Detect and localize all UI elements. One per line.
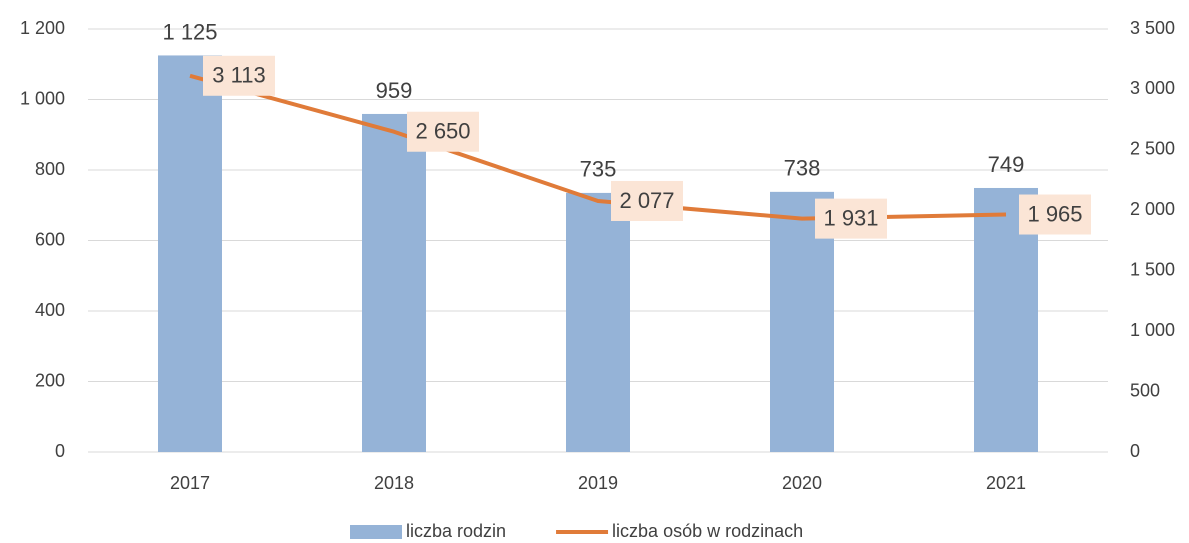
data-label: 2 650 [415,119,470,144]
y2-tick-label: 0 [1130,441,1140,461]
x-tick-label: 2020 [782,473,822,493]
data-label-box [611,180,683,221]
y2-tick-label: 2 500 [1130,139,1175,159]
y-tick-label: 600 [35,229,65,249]
y2-tick-label: 1 000 [1130,320,1175,340]
y2-tick-label: 500 [1130,380,1160,400]
data-label: 1 965 [1027,201,1082,226]
y-tick-label: 1 000 [20,88,65,108]
data-label: 2 077 [619,188,674,213]
data-label: 959 [376,78,413,103]
bar [362,113,426,452]
x-tick-label: 2021 [986,473,1026,493]
data-label-box [203,55,275,96]
x-tick-label: 2017 [170,473,210,493]
data-label: 1 931 [823,205,878,230]
y2-tick-label: 3 500 [1130,18,1175,38]
bar [158,55,222,452]
legend-label: liczba rodzin [406,521,506,541]
bar [566,192,630,452]
y2-tick-label: 2 000 [1130,199,1175,219]
y-tick-label: 400 [35,300,65,320]
x-tick-label: 2019 [578,473,618,493]
legend-label: liczba osób w rodzinach [612,521,803,541]
data-label: 1 125 [162,19,217,44]
x-tick-label: 2018 [374,473,414,493]
data-label: 735 [580,157,617,182]
data-label: 738 [784,156,821,181]
y-tick-label: 200 [35,370,65,390]
legend-swatch [350,525,402,539]
data-label: 749 [988,152,1025,177]
y2-tick-label: 3 000 [1130,78,1175,98]
y-tick-label: 800 [35,159,65,179]
data-label-box [407,111,479,152]
y-tick-label: 0 [55,441,65,461]
y-tick-label: 1 200 [20,18,65,38]
y2-tick-label: 1 500 [1130,259,1175,279]
data-label-box [815,198,887,239]
data-label: 3 113 [212,63,265,88]
data-label-box [1019,194,1091,235]
